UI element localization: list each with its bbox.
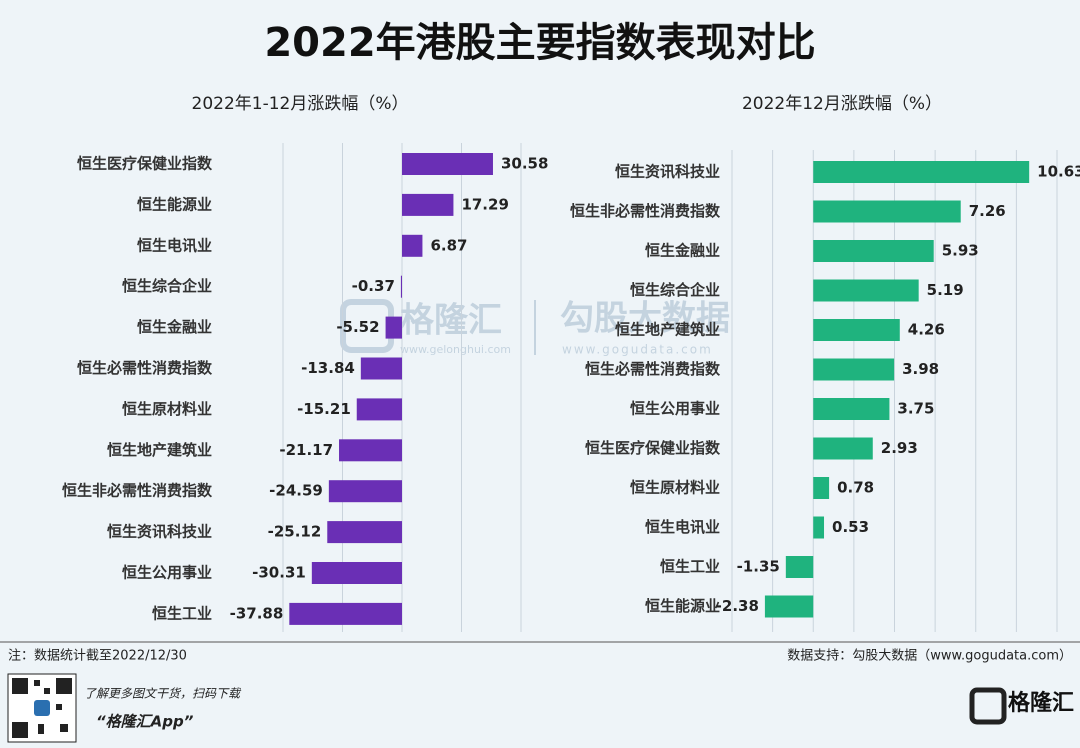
value-label: -2.38 [716,597,759,615]
bar [327,521,402,544]
value-label: -25.12 [268,523,322,541]
category-label: 恒生公用事业 [630,400,720,418]
value-label: -0.37 [352,277,395,295]
qr-dot [44,688,50,694]
category-label: 恒生能源业 [137,195,212,213]
bar [402,193,454,216]
value-label: 5.19 [927,281,964,299]
logo-text: 格隆汇 [1008,690,1074,716]
watermark-url: www.gelonghui.com [400,343,511,356]
bar [356,398,402,421]
category-label: 恒生地产建筑业 [107,441,212,459]
bar [402,234,423,257]
bar [311,562,402,584]
bar [328,480,402,503]
watermark-text: 格隆汇 [400,301,502,341]
value-label: 3.98 [902,360,939,378]
category-label: 恒生电讯业 [645,518,720,536]
promo-text: 了解更多图文干货，扫码下载 [84,687,242,701]
category-label: 恒生电讯业 [137,236,212,254]
value-label: -15.21 [297,400,351,418]
value-label: 6.87 [430,236,467,254]
value-label: -5.52 [336,318,379,336]
category-label: 恒生工业 [152,604,212,622]
bar [764,595,814,618]
bar [400,275,402,298]
qr-logo [34,700,50,716]
value-label: 10.63 [1037,163,1080,181]
qr-corner [56,678,72,694]
qr-dot [38,724,44,734]
bar [813,319,900,341]
bar [813,161,1030,183]
watermark-text: 勾股大数据 [560,299,730,339]
category-label: 恒生资讯科技业 [615,163,720,181]
value-label: 4.26 [908,321,945,339]
bar [289,602,402,625]
bar [813,358,895,381]
bar [813,477,830,499]
value-label: -37.88 [230,604,284,622]
category-label: 恒生医疗保健业指数 [585,439,721,457]
category-label: 恒生非必需性消费指数 [62,482,213,500]
bar [385,316,402,339]
bar [813,200,961,223]
value-label: 2.93 [881,439,918,457]
category-label: 恒生医疗保健业指数 [77,155,213,173]
value-label: 30.58 [501,155,548,173]
category-label: 恒生必需性消费指数 [77,359,213,377]
subtitle: 2022年12月涨跌幅（%） [742,94,942,114]
chart-title: 2022年港股主要指数表现对比 [264,20,815,66]
category-label: 恒生公用事业 [122,564,212,582]
category-label: 恒生综合企业 [122,277,212,295]
bar [813,437,873,460]
category-label: 恒生金融业 [137,318,212,336]
bar [785,556,814,578]
category-label: 恒生工业 [660,558,720,576]
value-label: -13.84 [301,359,355,377]
bar [813,516,825,539]
category-label: 恒生地产建筑业 [615,321,720,339]
qr-corner [12,722,28,738]
value-label: 3.75 [897,400,934,418]
category-label: 恒生综合企业 [630,281,720,299]
value-label: 17.29 [461,195,508,213]
category-label: 恒生必需性消费指数 [585,360,721,378]
qr-corner [12,678,28,694]
qr-dot [34,680,40,686]
qr-dot [60,724,68,732]
category-label: 恒生能源业 [645,597,720,615]
value-label: 7.26 [969,202,1006,220]
value-label: 0.78 [837,479,874,497]
logo-mark [969,687,1007,725]
value-label: -21.17 [279,441,333,459]
value-label: -1.35 [737,558,780,576]
qr-dot [56,704,62,710]
source: 数据支持：勾股大数据（www.gogudata.com） [787,649,1072,664]
app-name: “格隆汇App” [96,713,194,731]
bar [402,153,493,175]
value-label: -24.59 [269,482,323,500]
watermark-url: www.gogudata.com [562,343,713,357]
qr-code [7,673,77,743]
subtitle: 2022年1-12月涨跌幅（%） [192,94,409,114]
category-label: 恒生原材料业 [122,400,212,418]
category-label: 恒生资讯科技业 [107,523,212,541]
bar [360,357,402,380]
value-label: 0.53 [832,518,869,536]
bar [339,439,402,462]
value-label: 5.93 [942,242,979,260]
bar [813,240,934,262]
bar [813,279,919,302]
value-label: -30.31 [252,564,306,582]
footnote: 注：数据统计截至2022/12/30 [8,649,187,664]
watermark: 格隆汇 www.gelonghui.com 勾股大数据 www.gogudata… [340,299,730,357]
bar [813,398,890,420]
category-label: 恒生金融业 [645,242,720,260]
category-label: 恒生非必需性消费指数 [570,202,721,220]
category-label: 恒生原材料业 [630,479,720,497]
